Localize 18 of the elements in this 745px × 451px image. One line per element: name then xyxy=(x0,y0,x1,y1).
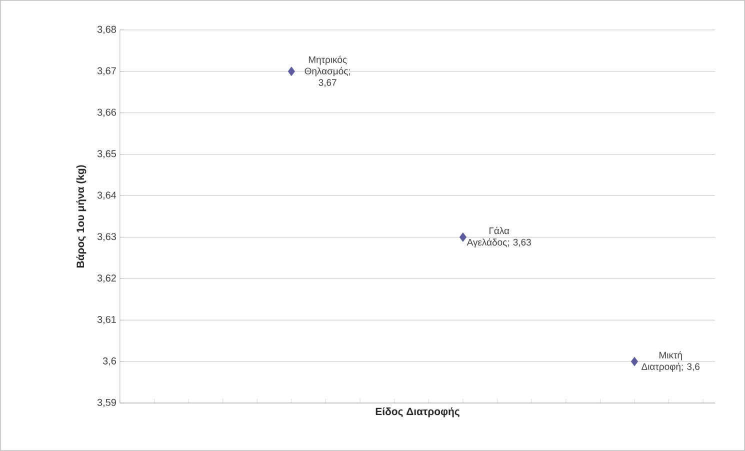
y-tick-label: 3,63 xyxy=(97,233,116,242)
y-tick-label: 3,62 xyxy=(97,274,116,283)
y-tick-label: 3,66 xyxy=(97,108,116,117)
y-tick-label: 3,61 xyxy=(97,316,116,324)
x-axis-title: Είδος Διατροφής xyxy=(376,407,460,418)
y-tick-label: 3,64 xyxy=(97,192,116,200)
point xyxy=(630,356,638,366)
y-tick-label: 3,65 xyxy=(97,150,116,158)
data-label: Μικτή Διατροφή; 3,6 xyxy=(642,351,700,372)
y-tick-label: 3,6 xyxy=(102,357,116,366)
y-axis-title: Βάρος 1ου μήνα (kg) xyxy=(76,165,86,268)
point xyxy=(288,66,296,76)
y-tick-label: 3,59 xyxy=(97,398,116,408)
y-tick-label: 3,67 xyxy=(97,67,116,76)
point xyxy=(459,232,467,242)
y-tick-label: 3,68 xyxy=(97,26,116,34)
data-label: Μητρικός Θηλασμός; 3,67 xyxy=(304,56,350,88)
data-label: Γάλα Αγελάδος; 3,63 xyxy=(466,226,531,248)
